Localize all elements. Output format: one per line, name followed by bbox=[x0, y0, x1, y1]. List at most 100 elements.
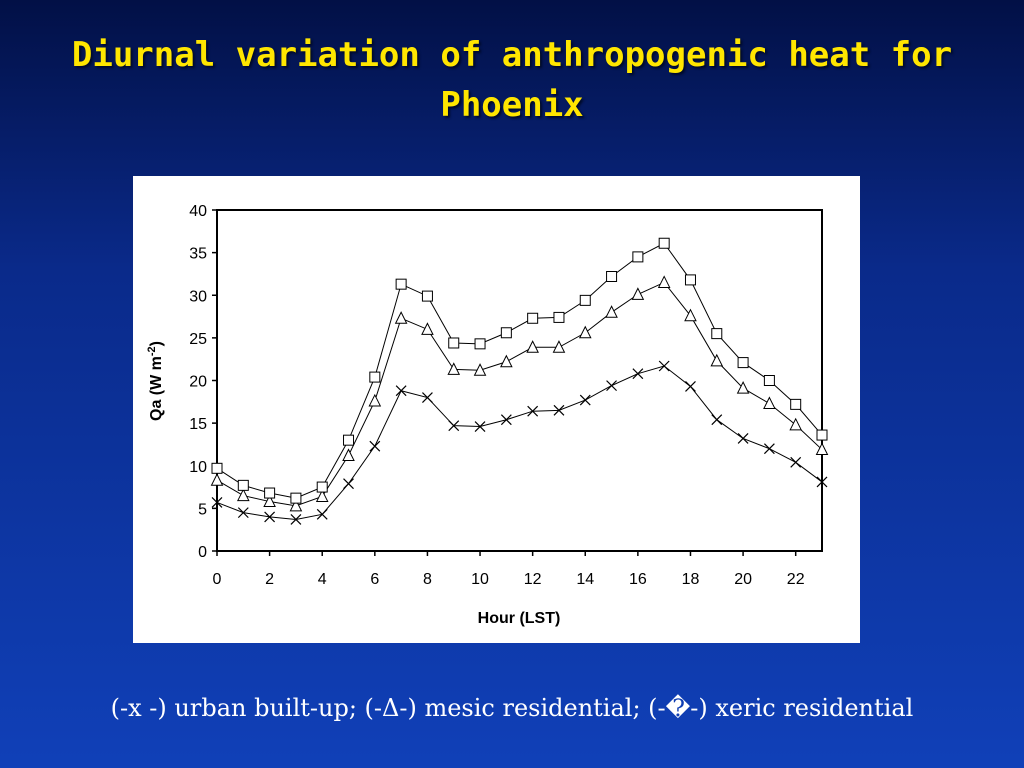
data-point-triangle bbox=[342, 448, 355, 462]
data-point-square bbox=[790, 398, 802, 410]
data-point-square bbox=[290, 492, 302, 504]
data-point-triangle bbox=[710, 353, 724, 367]
data-point-square bbox=[500, 327, 512, 339]
y-tick-label: 40 bbox=[189, 203, 207, 220]
data-point-x bbox=[290, 514, 302, 525]
chart-panel: 0 5 10 15 20 25 30 35 40 0 2 4 6 8 10 12 14 16 18 20 22 Hou… bbox=[133, 176, 860, 643]
x-tick-label: 0 bbox=[213, 571, 222, 588]
data-point-triangle bbox=[368, 393, 382, 407]
x-tick-label: 12 bbox=[524, 571, 542, 588]
data-point-square bbox=[737, 357, 749, 369]
slide-title-line2: Phoenix bbox=[440, 85, 584, 125]
data-point-triangle bbox=[657, 275, 671, 288]
y-tick-label: 25 bbox=[189, 331, 207, 348]
data-point-square bbox=[632, 251, 644, 263]
x-tick-label: 20 bbox=[734, 571, 752, 588]
legend-caption: (-x -) urban built-up; (-Δ-) mesic resid… bbox=[110, 694, 914, 722]
data-point-square bbox=[395, 278, 407, 290]
data-point-x bbox=[211, 496, 223, 508]
data-point-triangle bbox=[210, 473, 224, 486]
data-point-x bbox=[316, 508, 328, 520]
data-point-triangle bbox=[500, 354, 513, 368]
data-point-triangle bbox=[394, 311, 408, 324]
data-point-triangle bbox=[789, 417, 803, 431]
x-axis-label: Hour (LST) bbox=[478, 610, 561, 627]
data-point-x bbox=[474, 421, 486, 432]
data-point-square bbox=[579, 294, 591, 306]
x-tick-label: 2 bbox=[265, 571, 274, 588]
data-point-square bbox=[264, 487, 276, 499]
data-point-square bbox=[421, 290, 433, 302]
data-point-x bbox=[395, 385, 407, 397]
data-point-triangle bbox=[315, 489, 329, 502]
data-point-square bbox=[369, 371, 381, 383]
data-point-square bbox=[448, 337, 460, 349]
data-point-square bbox=[316, 481, 328, 493]
y-tick-label: 15 bbox=[189, 416, 207, 433]
data-point-square bbox=[474, 338, 486, 350]
slide-title: Diurnal variation of anthropogenic heat … bbox=[0, 30, 1024, 130]
anthropogenic-heat-chart: 0 5 10 15 20 25 30 35 40 0 2 4 6 8 10 12 14 16 18 20 22 Hou… bbox=[146, 203, 829, 627]
x-tick-label: 6 bbox=[370, 571, 379, 588]
y-tick-label: 35 bbox=[189, 246, 207, 263]
series-line-square bbox=[216, 242, 823, 499]
data-point-square bbox=[237, 479, 249, 491]
data-point-x bbox=[369, 440, 381, 452]
data-point-triangle bbox=[736, 381, 750, 394]
data-point-x bbox=[632, 368, 644, 380]
data-point-x bbox=[579, 394, 591, 406]
data-point-square bbox=[711, 328, 723, 340]
data-point-triangle bbox=[763, 396, 776, 410]
x-tick-label: 18 bbox=[682, 571, 700, 588]
data-point-triangle bbox=[447, 362, 461, 375]
y-tick-label: 30 bbox=[189, 288, 207, 305]
data-point-square bbox=[658, 237, 670, 249]
series-line-x bbox=[216, 365, 823, 520]
x-tick-label: 4 bbox=[318, 571, 327, 588]
data-point-x bbox=[264, 511, 276, 523]
data-point-triangle bbox=[815, 442, 829, 456]
data-point-square bbox=[343, 434, 355, 446]
data-point-square bbox=[763, 375, 775, 386]
data-point-square bbox=[684, 274, 696, 286]
data-point-x bbox=[500, 414, 512, 426]
data-point-square bbox=[553, 311, 565, 323]
data-point-triangle bbox=[289, 498, 303, 512]
data-point-square bbox=[211, 462, 223, 474]
data-point-triangle bbox=[236, 488, 250, 502]
data-point-x bbox=[422, 392, 433, 403]
y-tick-label: 0 bbox=[198, 544, 207, 561]
data-point-x bbox=[658, 360, 670, 372]
data-point-x bbox=[527, 405, 539, 417]
y-axis-label: Qa (W m-2) bbox=[146, 341, 165, 421]
data-point-triangle bbox=[552, 340, 566, 353]
slide-title-line1: Diurnal variation of anthropogenic heat … bbox=[71, 35, 953, 75]
data-point-x bbox=[790, 456, 802, 468]
x-tick-label: 8 bbox=[423, 571, 432, 588]
data-point-x bbox=[816, 476, 828, 488]
data-point-square bbox=[527, 312, 539, 324]
y-tick-label: 20 bbox=[189, 374, 207, 391]
data-point-triangle bbox=[631, 287, 645, 300]
data-point-triangle bbox=[605, 305, 618, 318]
data-point-x bbox=[448, 420, 460, 432]
data-point-x bbox=[343, 478, 354, 490]
data-point-x bbox=[237, 507, 249, 519]
data-point-square bbox=[606, 270, 618, 282]
y-tick-label: 5 bbox=[198, 501, 207, 518]
data-point-triangle bbox=[578, 325, 592, 339]
data-point-x bbox=[763, 443, 775, 455]
data-point-x bbox=[711, 414, 723, 426]
x-tick-label: 10 bbox=[471, 571, 489, 588]
x-tick-label: 14 bbox=[576, 571, 594, 588]
data-point-x bbox=[553, 404, 565, 416]
data-point-x bbox=[685, 381, 696, 392]
data-point-triangle bbox=[421, 322, 434, 335]
data-point-triangle bbox=[684, 308, 697, 322]
x-tick-label: 22 bbox=[787, 571, 805, 588]
data-point-triangle bbox=[473, 363, 487, 376]
data-point-triangle bbox=[263, 494, 276, 508]
series-line-triangle bbox=[216, 281, 823, 507]
plot-area-frame bbox=[216, 209, 823, 552]
data-point-triangle bbox=[526, 340, 539, 353]
